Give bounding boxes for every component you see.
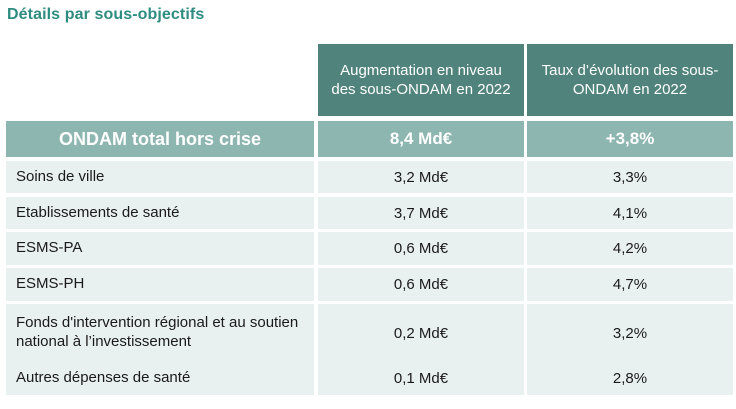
table-row: ESMS-PA 0,6 Md€ 4,2% (6, 232, 733, 265)
row-rate: 2,8% (527, 362, 733, 395)
row-amount: 0,2 Md€ (318, 304, 524, 362)
total-row-label: ONDAM total hors crise (6, 121, 314, 157)
row-rate: 3,3% (527, 161, 733, 193)
row-label: Etablissements de santé (6, 197, 314, 229)
row-rate: 4,7% (527, 268, 733, 301)
row-amount: 0,1 Md€ (318, 362, 524, 395)
row-label: ESMS-PH (6, 268, 314, 301)
report-page: Détails par sous-objectifs Augmentation … (0, 6, 736, 409)
row-amount: 0,6 Md€ (318, 232, 524, 265)
table-row: Soins de ville 3,2 Md€ 3,3% (6, 161, 733, 193)
table-header-row: Augmentation en niveau des sous-ONDAM en… (6, 44, 733, 116)
row-rate: 4,1% (527, 197, 733, 229)
total-row-amount: 8,4 Md€ (318, 121, 524, 157)
table-row: Etablissements de santé 3,7 Md€ 4,1% (6, 197, 733, 229)
row-amount: 0,6 Md€ (318, 268, 524, 301)
row-label: Autres dépenses de santé (6, 362, 314, 395)
row-label: Soins de ville (6, 161, 314, 193)
row-amount: 3,7 Md€ (318, 197, 524, 229)
page-title: Détails par sous-objectifs (7, 6, 205, 23)
ondam-subobjectives-table: Augmentation en niveau des sous-ONDAM en… (6, 44, 733, 395)
row-rate: 4,2% (527, 232, 733, 265)
row-rate: 3,2% (527, 304, 733, 362)
total-row-rate: +3,8% (527, 121, 733, 157)
column-header-augmentation: Augmentation en niveau des sous-ONDAM en… (318, 44, 524, 116)
row-label: ESMS-PA (6, 232, 314, 265)
row-amount: 3,2 Md€ (318, 161, 524, 193)
table-row: ESMS-PH 0,6 Md€ 4,7% (6, 268, 733, 301)
table-row: Autres dépenses de santé 0,1 Md€ 2,8% (6, 362, 733, 395)
row-label: Fonds d'intervention régional et au sout… (6, 304, 314, 362)
column-header-taux-evolution: Taux d’évolution des sous-ONDAM en 2022 (527, 44, 733, 116)
table-row: Fonds d'intervention régional et au sout… (6, 304, 733, 362)
header-spacer-cell (6, 44, 314, 116)
table-row-total: ONDAM total hors crise 8,4 Md€ +3,8% (6, 121, 733, 157)
